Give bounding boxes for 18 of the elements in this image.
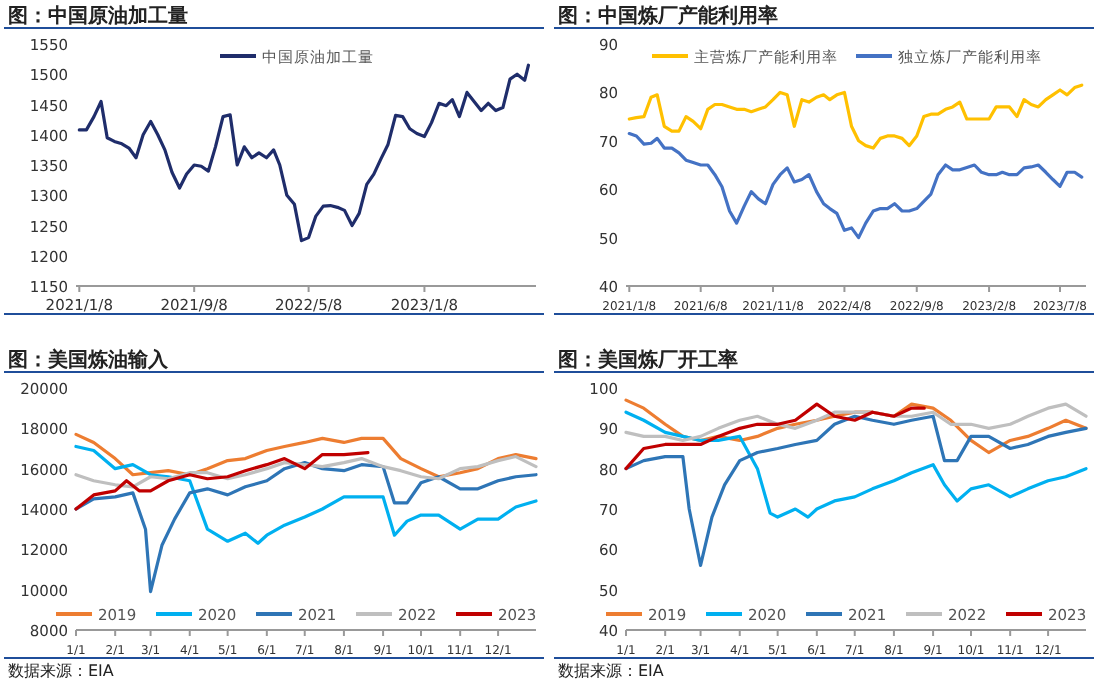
line-series xyxy=(624,402,926,471)
line-series xyxy=(627,131,1084,240)
line-series xyxy=(74,444,538,545)
source-note: 数据来源：EIA xyxy=(558,662,665,680)
line-series xyxy=(627,83,1084,150)
chart-title: 图：美国炼厂开工率 xyxy=(558,348,738,372)
line-series xyxy=(624,402,1088,443)
line-series xyxy=(74,461,538,594)
line-series xyxy=(624,410,1088,519)
line-series xyxy=(74,450,370,511)
source-note: 数据来源：EIA xyxy=(8,662,115,680)
chart-title: 图：中国原油加工量 xyxy=(8,4,188,28)
line-series xyxy=(77,63,531,243)
line-series xyxy=(624,414,1088,568)
chart-title: 图：美国炼油输入 xyxy=(8,348,170,372)
line-series xyxy=(74,454,538,489)
line-series xyxy=(74,432,538,479)
chart-title: 图：中国炼厂产能利用率 xyxy=(558,4,778,28)
